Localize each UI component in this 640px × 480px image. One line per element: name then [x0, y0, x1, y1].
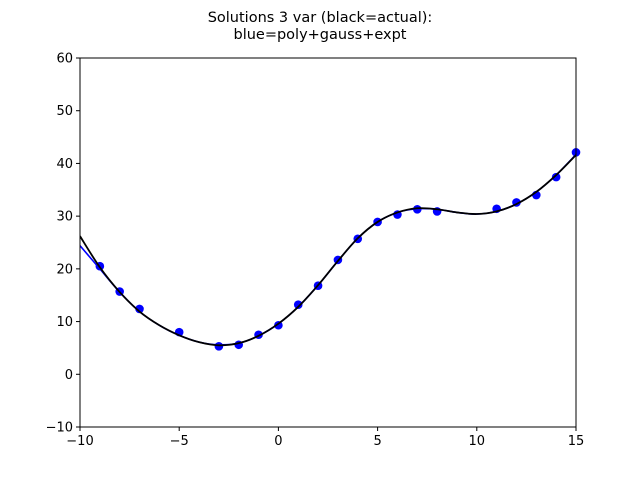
data-point [135, 304, 144, 314]
axis-ticks: −10 −5 0 5 10 15 −10 0 10 20 30 40 50 60 [46, 52, 585, 450]
x-tick-label: 0 [274, 434, 282, 449]
series-lines [80, 153, 576, 346]
x-tick-label: −10 [66, 434, 93, 449]
y-tick-label: 10 [56, 315, 73, 330]
y-tick-label: 0 [65, 368, 73, 383]
actual-series-line [80, 154, 576, 347]
chart-title-line-2: blue=poly+gauss+expt [233, 27, 406, 43]
x-tick-label: 5 [373, 434, 381, 449]
data-point [214, 342, 224, 351]
data-points [95, 148, 581, 351]
x-tick-label: 15 [568, 434, 585, 449]
fit-series-line [80, 153, 576, 346]
x-tick-label: 10 [469, 434, 486, 449]
data-point [412, 204, 422, 214]
y-tick-label: 60 [56, 52, 73, 67]
y-tick-label: 50 [56, 104, 73, 119]
chart-title-line-1: Solutions 3 var (black=actual): [208, 10, 433, 26]
x-tick-label: −5 [170, 434, 189, 449]
y-tick-label: 30 [56, 210, 73, 225]
plot-frame [79, 57, 577, 428]
data-point [551, 172, 561, 182]
y-tick-label: −10 [46, 421, 73, 436]
data-point [293, 300, 303, 310]
y-tick-label: 20 [56, 262, 73, 277]
y-tick-label: 40 [56, 157, 73, 172]
